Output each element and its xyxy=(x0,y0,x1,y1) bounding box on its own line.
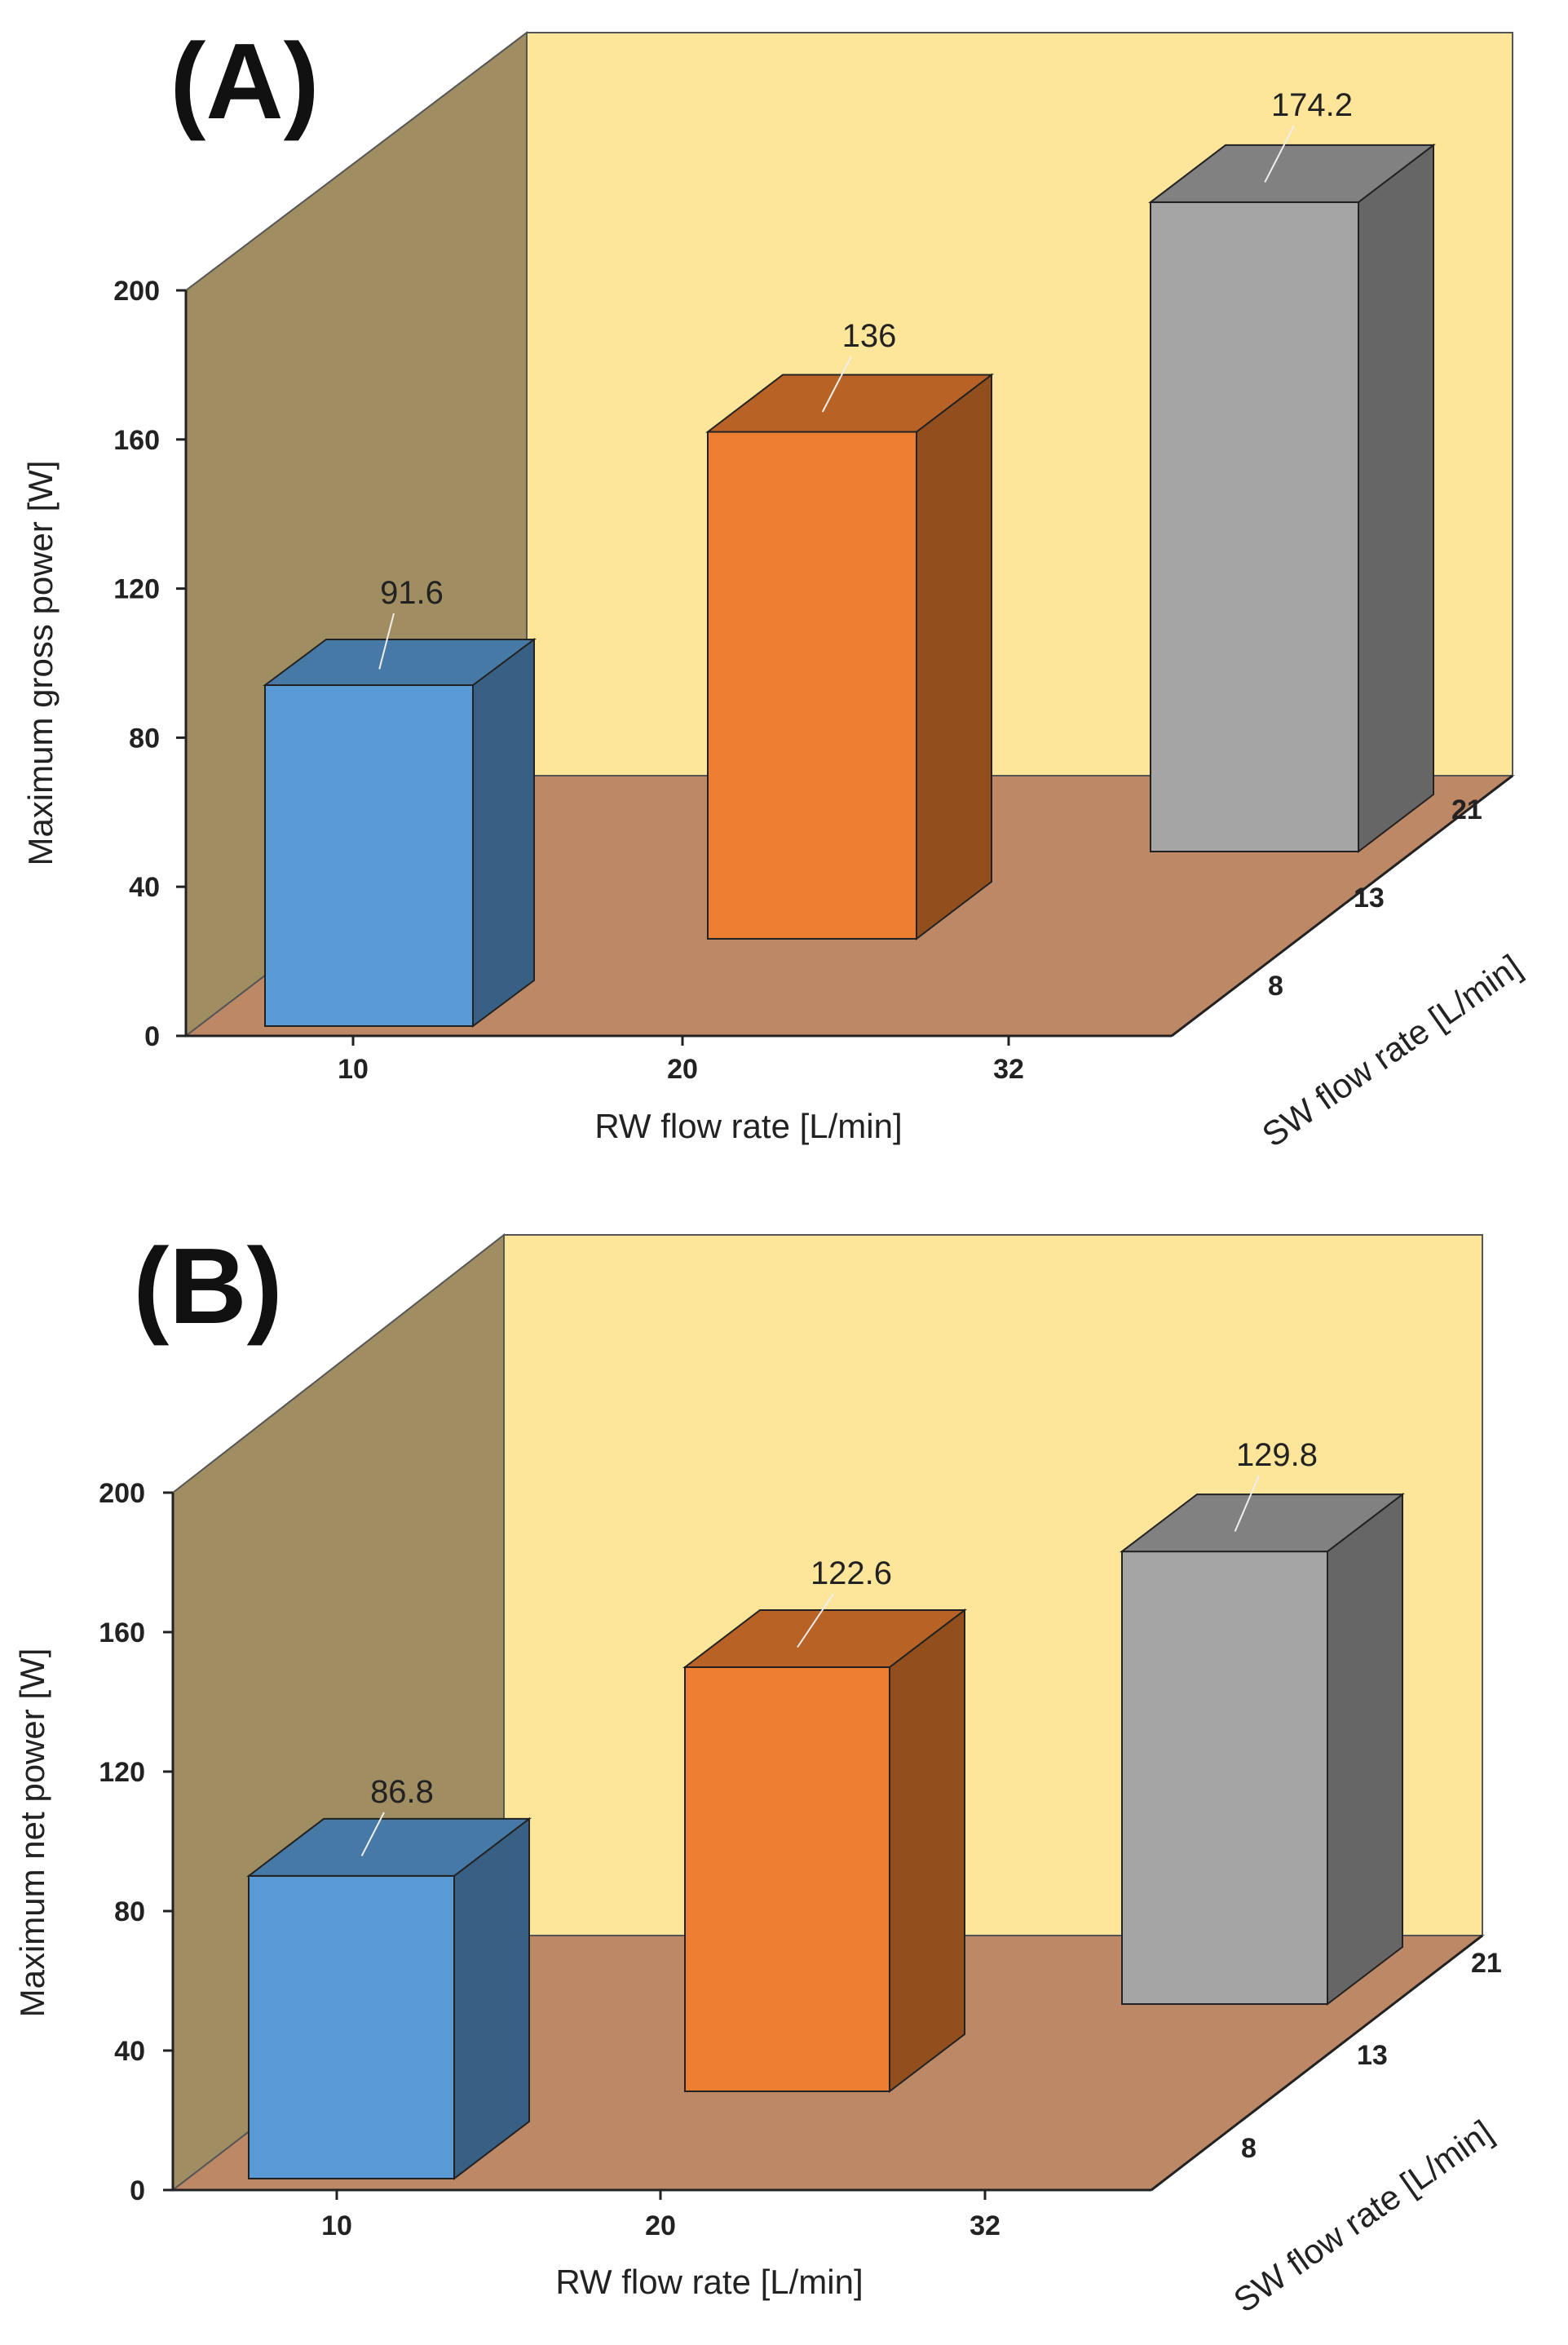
z-axis-title: SW flow rate [L/min] xyxy=(1255,947,1528,1154)
z-axis-line xyxy=(1151,1934,1483,2192)
value-leader-line xyxy=(797,1593,834,1648)
y-tick-label: 200 xyxy=(99,1478,145,1509)
x-tick-label: 32 xyxy=(993,1054,1024,1085)
bar-side-20 xyxy=(916,373,992,941)
bar-front-32 xyxy=(1121,1551,1328,2005)
value-label: 129.8 xyxy=(1236,1437,1318,1473)
z-axis-title: SW flow rate [L/min] xyxy=(1226,2113,1500,2320)
x-tick-label: 10 xyxy=(321,2210,352,2241)
bar-side-10 xyxy=(472,638,535,1028)
y-axis-title: Maximum gross power [W] xyxy=(21,460,60,865)
y-tick-label: 80 xyxy=(129,723,160,754)
bar-side-32 xyxy=(1327,1493,1403,2007)
z-tick-label: 13 xyxy=(1357,2040,1388,2071)
x-axis-title: RW flow rate [L/min] xyxy=(555,2263,863,2301)
y-tick-label: 160 xyxy=(113,425,160,456)
y-tick-label: 40 xyxy=(129,872,160,903)
chart-a: 0 40 80 120 160 200 10 20 32 8 13 21 91.6 136 174.2 (A)… xyxy=(21,21,1528,1154)
z-tick-label: 8 xyxy=(1268,971,1283,1002)
x-axis-title: RW flow rate [L/min] xyxy=(594,1107,902,1145)
panel-letter: (B) xyxy=(133,1226,282,1346)
z-tick-label: 21 xyxy=(1451,794,1482,825)
value-label: 136 xyxy=(842,318,897,354)
value-label: 91.6 xyxy=(380,575,444,611)
y-axis-title: Maximum net power [W] xyxy=(13,1648,51,2018)
bar-top-20 xyxy=(682,1609,967,1668)
bar-front-20 xyxy=(707,431,917,940)
y-tick-label: 160 xyxy=(99,1617,145,1648)
y-tick-label: 40 xyxy=(114,2036,145,2067)
value-leader-line xyxy=(1234,1475,1260,1532)
chart-b: 0 40 80 120 160 200 10 20 32 8 13 21 86.8 122.6 129.8 (… xyxy=(13,1226,1502,2320)
x-tick-label: 20 xyxy=(645,2210,676,2241)
bar-front-10 xyxy=(264,684,474,1027)
z-tick-label: 21 xyxy=(1471,1948,1502,1979)
value-label: 122.6 xyxy=(811,1555,892,1591)
bar-front-10 xyxy=(248,1874,455,2179)
y-tick-label: 200 xyxy=(113,276,160,307)
value-leader-line xyxy=(360,1812,385,1856)
z-axis-line xyxy=(1171,774,1513,1038)
panel-letter: (A) xyxy=(170,21,319,141)
bar-top-10 xyxy=(262,639,537,686)
z-tick-label: 8 xyxy=(1241,2133,1257,2164)
bar-top-32 xyxy=(1120,1493,1405,1553)
y-tick-label: 0 xyxy=(144,1021,160,1052)
bar-front-20 xyxy=(684,1666,890,2092)
value-leader-line xyxy=(821,356,852,413)
bar-side-32 xyxy=(1358,143,1434,854)
bar-top-20 xyxy=(705,374,994,433)
bar-top-32 xyxy=(1148,144,1436,203)
bar-front-32 xyxy=(1150,201,1359,852)
bar-side-10 xyxy=(453,1816,530,2181)
y-tick-label: 80 xyxy=(114,1896,145,1927)
y-tick-label: 120 xyxy=(99,1757,145,1788)
value-leader-line xyxy=(378,613,395,670)
x-tick-label: 20 xyxy=(667,1054,698,1085)
value-leader-line xyxy=(1264,125,1295,183)
x-tick-label: 32 xyxy=(970,2210,1000,2241)
value-label: 174.2 xyxy=(1271,87,1353,123)
y-tick-label: 0 xyxy=(130,2175,145,2206)
z-tick-label: 13 xyxy=(1354,883,1385,914)
x-tick-label: 10 xyxy=(338,1054,369,1085)
bar-side-20 xyxy=(889,1608,965,2094)
value-label: 86.8 xyxy=(370,1774,434,1810)
y-tick-label: 120 xyxy=(113,574,160,605)
bar-top-10 xyxy=(246,1817,532,1877)
